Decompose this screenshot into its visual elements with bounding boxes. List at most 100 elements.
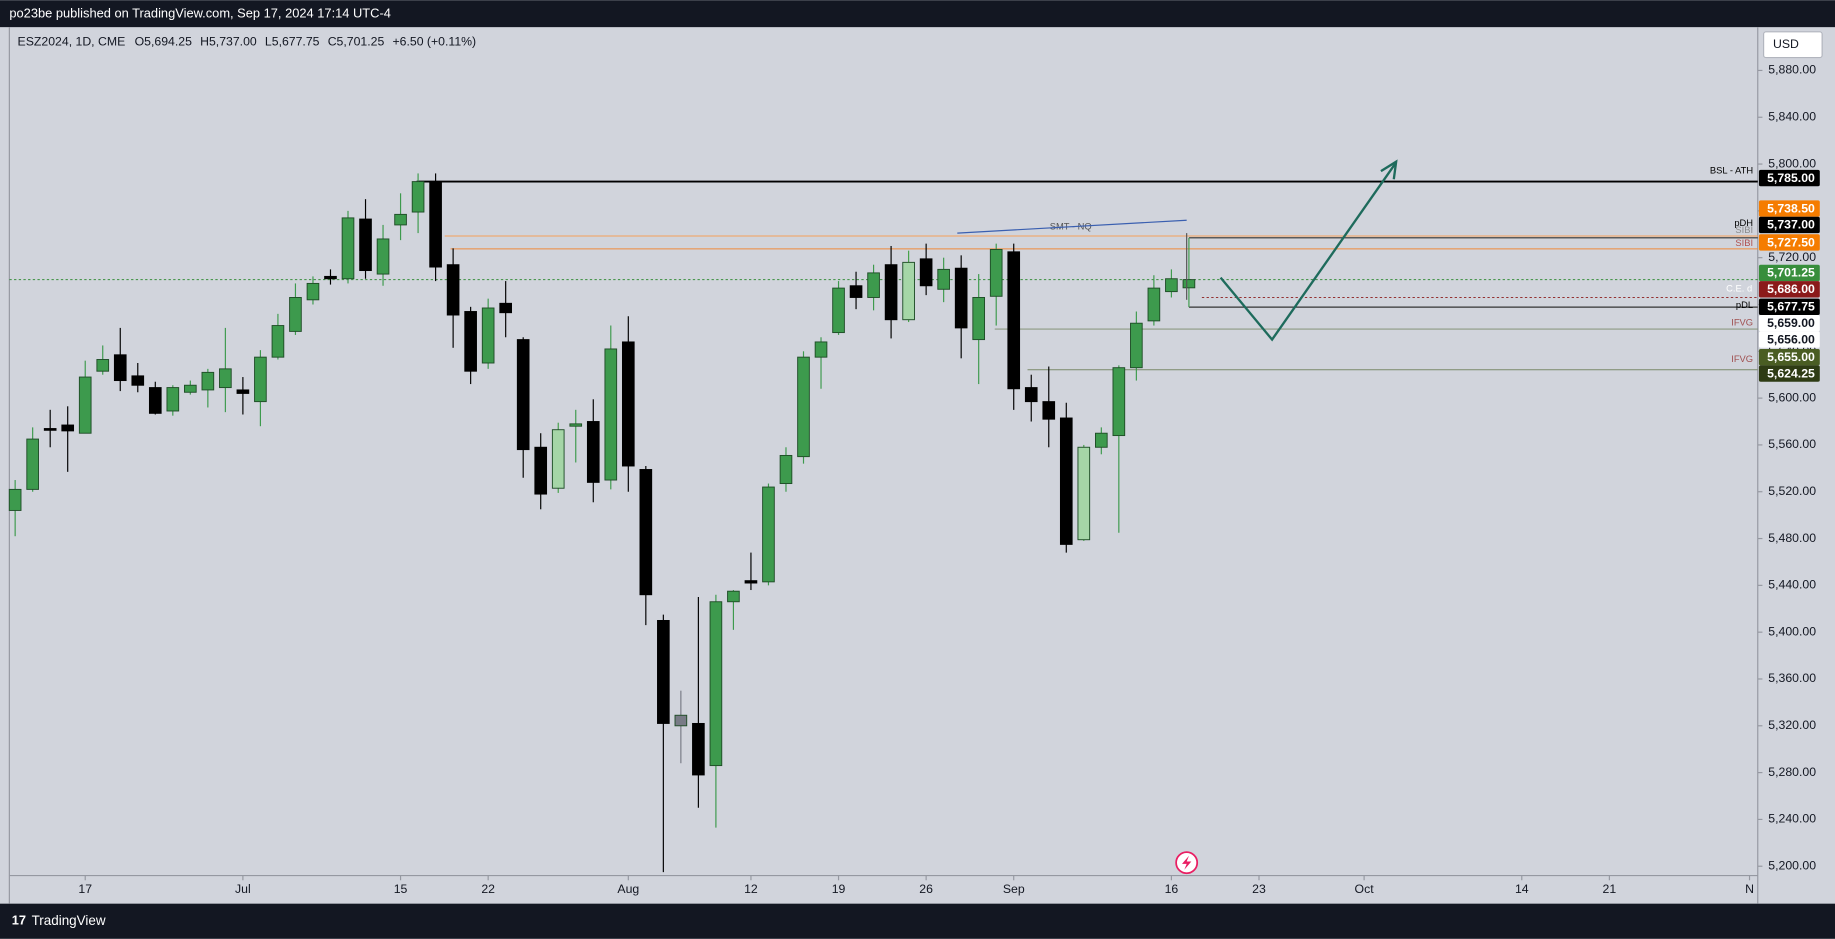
x-tick-label: 19 [832, 882, 846, 896]
candle-body [324, 275, 337, 280]
bottom-bar [0, 903, 1835, 939]
ohlc-label: +6.50 (+0.11%) [392, 35, 476, 49]
y-tick-label: 5,600.00 [1768, 390, 1816, 404]
candle-body [184, 384, 197, 393]
currency-box[interactable] [1763, 31, 1823, 59]
symbol: ESZ2024, 1D, CME [18, 35, 126, 49]
candle-body [446, 264, 460, 316]
candle-body [657, 619, 670, 724]
event-icon-bolt [1181, 855, 1192, 870]
candle-body [1112, 367, 1126, 437]
price-tag [1758, 315, 1820, 332]
candle-body [779, 454, 793, 485]
candle-body [1077, 446, 1091, 541]
candle-body [989, 249, 1003, 297]
candle-body [516, 339, 530, 451]
candle-body [762, 486, 775, 583]
candle-body [411, 181, 425, 213]
x-tick-label: 14 [1515, 882, 1529, 896]
candle-body [219, 368, 232, 389]
x-tick-label: Jul [235, 882, 251, 896]
candle-body [937, 268, 950, 290]
ohlc-label: O5,694.25 [135, 35, 192, 49]
x-tick-label: 12 [744, 882, 758, 896]
candle-body [797, 356, 810, 458]
x-tick-label: 16 [1165, 882, 1179, 896]
price-tag [1758, 264, 1820, 282]
candle-body [1130, 322, 1143, 369]
annotation: SIBI [1735, 225, 1753, 235]
x-tick-label: Sep [1003, 882, 1025, 896]
candle-body [919, 258, 933, 287]
candle-body [1042, 401, 1056, 420]
x-tick-label: 15 [394, 882, 408, 896]
candle-body [481, 307, 495, 364]
candle-body [1059, 417, 1073, 545]
price-tag [1758, 365, 1820, 382]
price-tag [1758, 348, 1820, 366]
annotation: BSL - ATH [1710, 166, 1753, 176]
candle-body [727, 590, 740, 603]
price-tag-label: 5,701.25 [1767, 266, 1815, 280]
candle-body [639, 469, 653, 596]
price-tag [1758, 200, 1820, 217]
y-tick-label: 5,240.00 [1768, 812, 1816, 826]
x-tick-label: 23 [1252, 882, 1266, 896]
price-tag-label: 5,785.00 [1767, 171, 1815, 185]
y-tick-label: 5,800.00 [1768, 156, 1816, 170]
annotation: pDH [1734, 218, 1753, 228]
candle-body [499, 302, 512, 314]
candle-body [849, 285, 863, 298]
y-tick-label: 5,560.00 [1768, 437, 1816, 451]
candle-body [376, 238, 390, 275]
price-tag [1758, 298, 1820, 316]
y-tick-label: 5,200.00 [1768, 858, 1816, 872]
y-tick-label: 5,520.00 [1768, 484, 1816, 498]
x-tick-label: 21 [1603, 882, 1617, 896]
ohlc-label: C5,701.25 [328, 35, 385, 49]
candle-body [341, 217, 355, 280]
candle-body [8, 488, 22, 511]
annotation: C.E. d [1726, 284, 1752, 294]
candle-body [569, 423, 583, 427]
x-tick-label: N [1745, 882, 1754, 896]
smt-line [957, 219, 1187, 234]
y-tick-label: 5,480.00 [1768, 531, 1816, 545]
x-tick-label: 22 [481, 882, 495, 896]
candle-body [131, 375, 145, 386]
arrow-head [1380, 159, 1398, 180]
candle-body [814, 341, 828, 358]
y-tick-label: 5,440.00 [1768, 578, 1816, 592]
candle-body [236, 389, 250, 394]
candle-body [26, 438, 39, 490]
candle-body [867, 272, 880, 298]
publish-info: po23be published on TradingView.com, Sep… [9, 6, 391, 21]
x-tick-label: Aug [617, 882, 639, 896]
candle-body [954, 267, 968, 329]
ohlc-label: L5,677.75 [265, 35, 320, 49]
candle-body [429, 181, 442, 268]
candle-body [464, 311, 477, 372]
candle-body [1024, 387, 1038, 403]
candle-body [709, 601, 723, 767]
top-bar [0, 0, 1835, 28]
price-tag-label: 5,737.00 [1767, 218, 1815, 232]
candle-body [744, 580, 758, 584]
candle-body [1095, 432, 1108, 448]
x-tick-label: 17 [78, 882, 92, 896]
candle-body [972, 297, 986, 341]
candle-body [61, 424, 75, 432]
candle-body [534, 446, 548, 495]
price-tag-label: 5,727.50 [1767, 235, 1815, 249]
price-tag-label: 5,656.00 [1767, 332, 1815, 346]
brand: TradingView [32, 913, 106, 928]
candle-body [674, 714, 688, 727]
price-tag-label: 5,677.75 [1767, 300, 1815, 314]
candle-body [43, 428, 57, 431]
annotation: IFVG [1731, 354, 1753, 364]
candle-body [359, 218, 372, 272]
candle-body [113, 354, 127, 382]
candle-body [306, 282, 320, 301]
